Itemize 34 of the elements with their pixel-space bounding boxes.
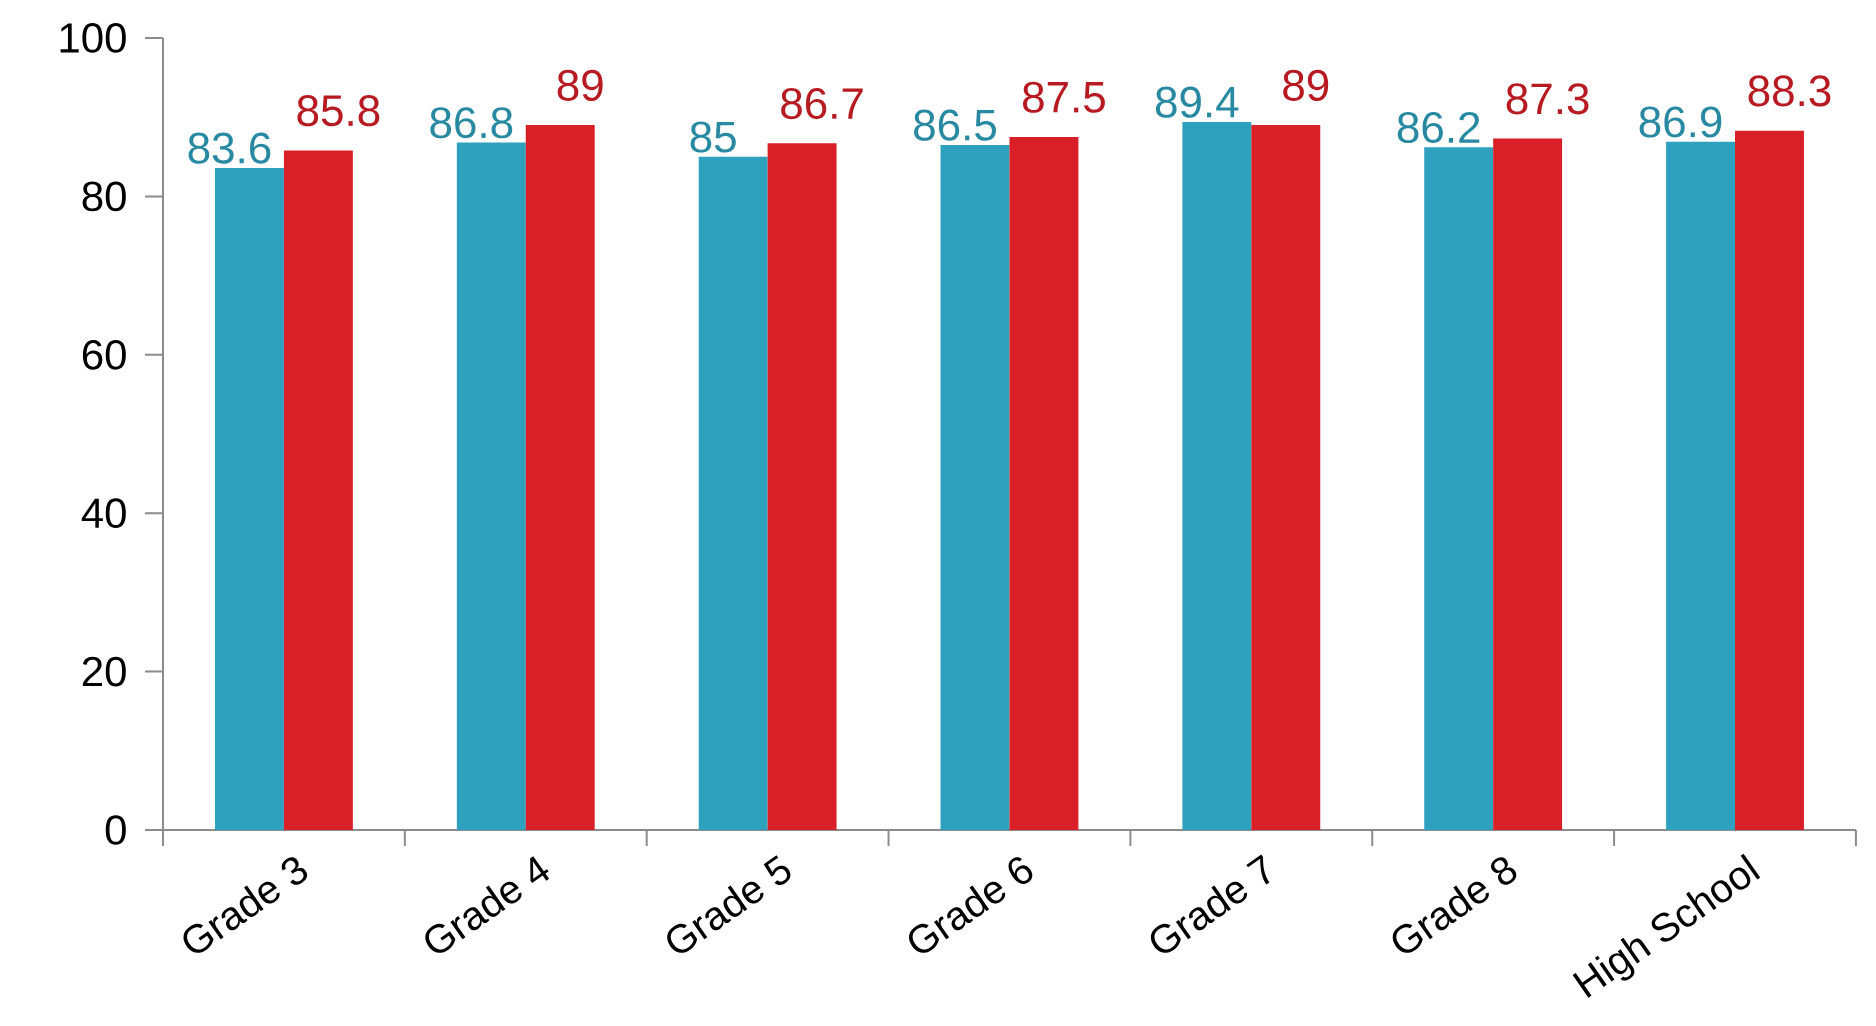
data-label: 89.4 [1155,86,1239,118]
y-tick-label: 20 [82,656,126,687]
data-label: 87.3 [1506,83,1589,115]
data-label: 85 [690,121,736,153]
bar [1493,138,1563,830]
y-tick-label: 100 [60,23,126,53]
bar [698,156,768,830]
data-label: 87.5 [1023,81,1105,113]
data-label: 85.8 [297,95,380,127]
data-label: 86.2 [1397,111,1480,144]
bar [767,143,837,830]
bar [1251,125,1321,830]
data-label: 89 [557,69,603,101]
bar [1424,147,1494,830]
data-label: 89 [1283,69,1329,101]
bar [1735,130,1804,830]
data-label: 86.8 [430,107,513,139]
bar [456,142,526,830]
bar [525,125,595,830]
bar [215,167,284,830]
bar [1666,141,1736,830]
y-tick-label: 80 [82,181,126,212]
data-label: 83.6 [188,132,271,164]
y-tick-label: 0 [105,815,126,845]
data-label: 86.5 [914,109,996,141]
data-label: 88.3 [1748,75,1831,107]
bar [283,150,353,830]
y-tick-label: 40 [81,498,126,529]
bar [1009,136,1079,830]
data-label: 86.7 [781,87,863,120]
data-label: 86.9 [1639,106,1722,138]
y-tick-label: 60 [82,339,126,370]
bar [1182,121,1252,830]
bar [940,144,1010,830]
